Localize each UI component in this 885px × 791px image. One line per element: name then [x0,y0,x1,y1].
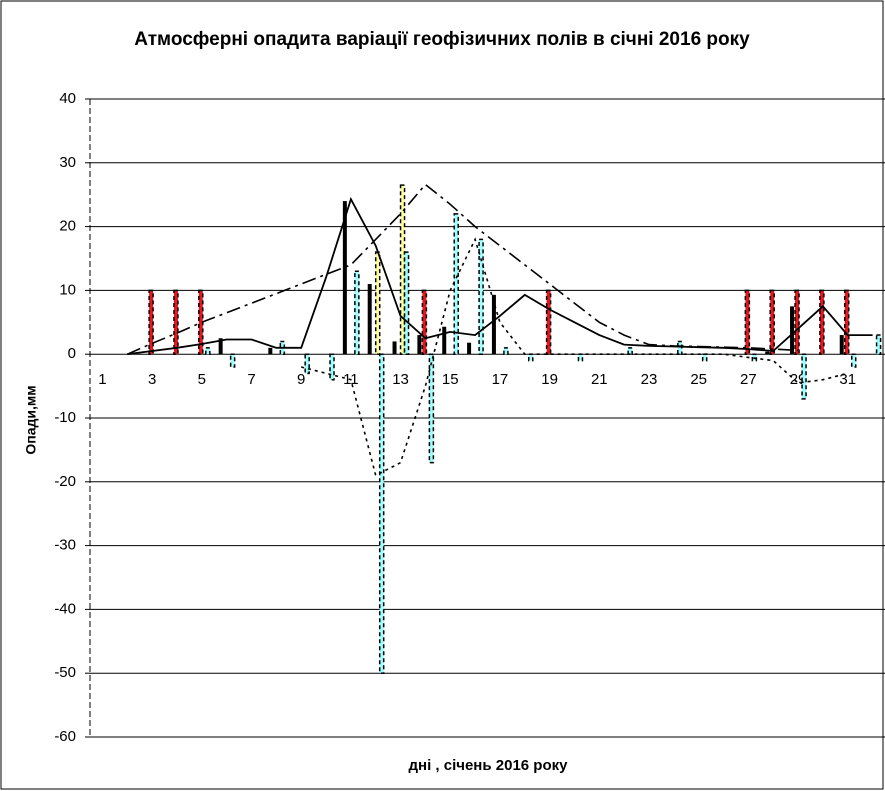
x-tick-label: 19 [541,371,558,388]
y-tick-label: -30 [54,537,76,554]
bar [421,289,428,355]
line [127,196,873,356]
bar [399,184,406,355]
bar [304,353,310,375]
x-tick-label: 15 [442,371,459,388]
bar [765,351,770,355]
bar [428,353,435,464]
bar [577,353,584,362]
bar [701,353,708,362]
bar [801,353,807,400]
bar [378,353,385,674]
bar [850,353,857,368]
x-tick-label: 31 [839,371,856,388]
bar [342,201,347,355]
bar [545,289,552,355]
bar [478,238,484,355]
y-tick-label: 10 [59,281,76,298]
x-tick-label: 9 [297,371,305,388]
bar [677,340,683,355]
y-tick-label: 30 [59,154,76,171]
line [126,183,799,355]
x-tick-label: 23 [641,371,658,388]
bar [329,353,335,381]
bar [173,289,179,355]
bar [843,289,850,355]
bar [442,326,447,355]
x-tick-label: 21 [591,371,608,388]
x-tick-label: 13 [392,371,409,388]
x-axis-label: дні , січень 2016 року [409,757,569,774]
x-tick-label: 5 [198,371,206,388]
bar [819,289,825,355]
bar [148,289,154,355]
bar [367,284,372,355]
x-tick-label: 3 [148,371,156,388]
y-tick-label: -40 [54,600,76,617]
y-tick-label: -10 [54,409,76,426]
bar [453,213,459,355]
y-tick-label: 20 [59,218,76,235]
bar [229,353,236,368]
x-tick-label: 27 [740,371,757,388]
y-tick-label: -60 [54,728,76,745]
bar [417,335,422,355]
x-tick-label: 25 [690,371,707,388]
bar [744,289,751,355]
chart-title: Атмосферні опадита варіації геофізичних … [134,29,750,50]
bar [205,347,211,355]
bar [839,335,844,355]
bar [467,342,472,355]
bar [392,341,397,355]
y-axis-label: Опади,мм [23,385,39,454]
bar [769,289,775,355]
bar [627,347,633,355]
bar [875,334,882,355]
bar [503,347,509,355]
bar [403,251,410,355]
bar [528,353,534,362]
x-tick-label: 7 [247,371,255,388]
bar [354,270,360,355]
y-tick-label: 0 [68,345,76,362]
bar [374,251,381,355]
y-tick-label: -50 [54,664,76,681]
bar [491,294,496,355]
y-tick-label: -20 [54,473,76,490]
y-tick-label: 40 [59,90,76,107]
bar [790,306,795,355]
bar [794,289,800,355]
line [301,237,848,477]
bar [268,347,273,355]
x-tick-label: 17 [492,371,509,388]
x-tick-label: 1 [98,371,106,388]
bar [218,338,223,355]
